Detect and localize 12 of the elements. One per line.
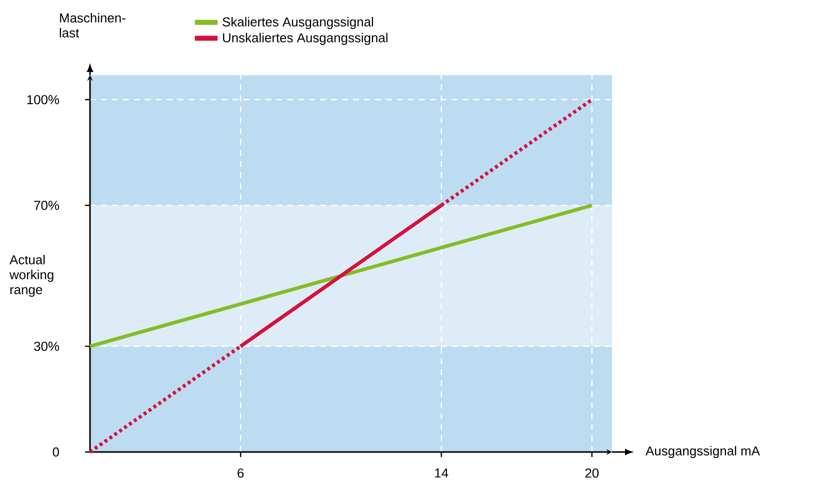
y-tick-label: 0: [52, 447, 59, 457]
x-axis-title: Ausgangssignal mA: [646, 446, 760, 458]
legend-label: Skaliertes Ausgangssignal: [222, 16, 374, 30]
y-tick-label: 70%: [34, 200, 60, 210]
y-tick-label: 30%: [34, 342, 60, 351]
x-tick-label: 14: [435, 468, 448, 478]
y-axis-title: Maschinen-last: [60, 13, 126, 38]
x-tick-label: 6: [238, 468, 244, 478]
y-tick-label: 100%: [27, 95, 60, 104]
band-label: Actual working range: [10, 254, 54, 297]
x-tick-label: 20: [585, 468, 599, 478]
legend-label: Unskaliertes Ausgangssignal: [223, 32, 388, 45]
